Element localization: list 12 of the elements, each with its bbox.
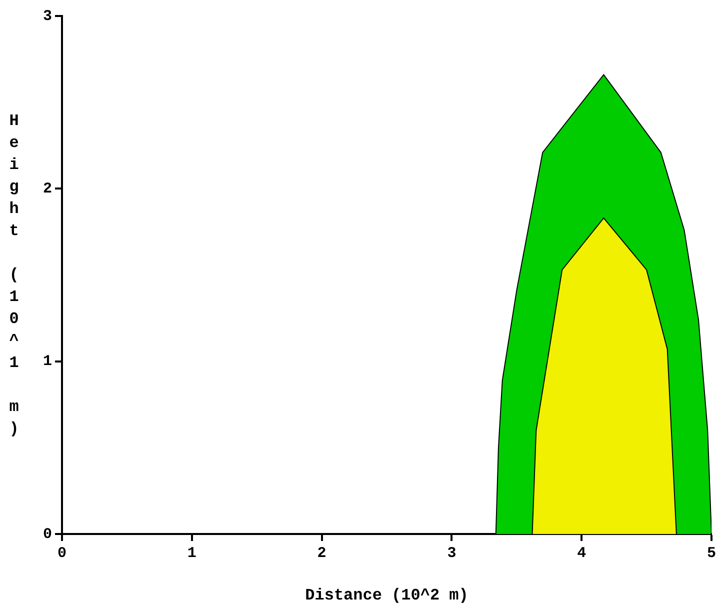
y-tick-label: 3 <box>42 8 52 25</box>
x-tick-label: 0 <box>57 544 67 562</box>
y-tick-label: 0 <box>42 526 52 543</box>
x-tick-label: 4 <box>577 544 586 562</box>
x-tick-label: 5 <box>706 544 716 562</box>
y-tick-label: 1 <box>42 353 52 370</box>
x-tick-label: 3 <box>447 544 456 562</box>
y-tick-label: 2 <box>42 180 52 198</box>
x-axis-title: Distance (10^2 m) <box>305 586 468 604</box>
x-tick-label: 1 <box>187 544 196 562</box>
text: Height (10^1 m) <box>9 112 19 438</box>
x-tick-label: 2 <box>317 544 326 562</box>
